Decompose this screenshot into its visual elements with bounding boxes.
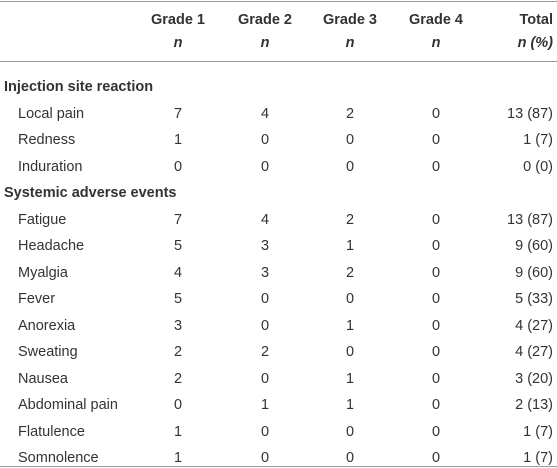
row-label: Abdominal pain	[18, 397, 118, 413]
cell: 0	[345, 132, 355, 148]
cell: 0	[345, 450, 355, 466]
row-label: Induration	[18, 158, 83, 175]
cell: 0	[345, 423, 355, 440]
cell: 0	[431, 344, 441, 360]
cell: 0	[345, 344, 355, 360]
column-title: Grade 2	[238, 12, 292, 28]
row-label: Headache	[18, 238, 85, 254]
section-title: Injection site reaction	[4, 79, 154, 95]
cell: 5	[173, 238, 183, 254]
bottom-rule	[0, 466, 557, 467]
row-label: Myalgia	[18, 264, 68, 281]
cell: 13 (87)	[507, 211, 553, 228]
cell: 4	[173, 264, 183, 281]
cell: 1	[345, 397, 355, 413]
cell: 2	[345, 105, 355, 122]
column-title: Grade 1	[151, 12, 205, 28]
cell: 0	[260, 423, 270, 440]
cell: 5 (33)	[515, 291, 553, 307]
cell: 0	[345, 158, 355, 175]
column-subtitle: n (%)	[517, 35, 553, 51]
cell: 2	[345, 211, 355, 228]
cell: 1 (7)	[523, 423, 553, 440]
row-label: Local pain	[18, 105, 85, 122]
cell: 1	[345, 317, 355, 334]
cell: 13 (87)	[507, 105, 553, 122]
cell: 3	[260, 238, 270, 254]
cell: 7	[173, 105, 183, 122]
cell: 2	[173, 370, 183, 387]
cell: 9 (60)	[515, 238, 553, 254]
top-rule	[0, 1, 557, 2]
cell: 0	[260, 317, 270, 334]
cell: 1	[173, 450, 183, 466]
cell: 7	[173, 211, 183, 228]
cell: 0 (0)	[523, 158, 553, 175]
cell: 1 (7)	[523, 450, 553, 466]
column-subtitle: n	[173, 35, 183, 51]
cell: 0	[260, 450, 270, 466]
header-rule	[0, 61, 557, 62]
cell: 4 (27)	[515, 344, 553, 360]
cell: 1 (7)	[523, 132, 553, 148]
row-label: Fatigue	[18, 211, 67, 228]
cell: 0	[345, 291, 355, 307]
cell: 0	[431, 211, 441, 228]
cell: 3	[173, 317, 183, 334]
column-subtitle: n	[431, 35, 441, 51]
cell: 9 (60)	[515, 264, 553, 281]
cell: 2	[260, 344, 270, 360]
cell: 0	[431, 264, 441, 281]
cell: 0	[431, 158, 441, 175]
section-title: Systemic adverse events	[4, 185, 177, 201]
cell: 0	[431, 105, 441, 122]
cell: 1	[173, 132, 183, 148]
cell: 5	[173, 291, 183, 307]
cell: 4	[260, 105, 270, 122]
row-label: Redness	[18, 132, 76, 148]
cell: 1	[260, 397, 270, 413]
row-label: Anorexia	[18, 317, 76, 334]
cell: 0	[431, 238, 441, 254]
cell: 0	[431, 132, 441, 148]
cell: 1	[345, 370, 355, 387]
cell: 1	[345, 238, 355, 254]
cell: 0	[431, 423, 441, 440]
row-label: Sweating	[18, 344, 78, 360]
cell: 3	[260, 264, 270, 281]
row-label: Nausea	[18, 370, 68, 387]
cell: 0	[173, 158, 183, 175]
cell: 0	[260, 158, 270, 175]
column-title: Grade 3	[323, 12, 377, 28]
row-label: Flatulence	[18, 423, 85, 440]
cell: 0	[173, 397, 183, 413]
cell: 2	[345, 264, 355, 281]
cell: 4 (27)	[515, 317, 553, 334]
column-subtitle: n	[260, 35, 270, 51]
column-subtitle: n	[345, 35, 355, 51]
cell: 0	[260, 370, 270, 387]
column-title: Total	[519, 12, 553, 28]
column-title: Grade 4	[409, 12, 463, 28]
cell: 2	[173, 344, 183, 360]
cell: 4	[260, 211, 270, 228]
cell: 2 (13)	[515, 397, 553, 413]
cell: 3 (20)	[515, 370, 553, 387]
row-label: Fever	[18, 291, 56, 307]
row-label: Somnolence	[18, 450, 99, 466]
cell: 1	[173, 423, 183, 440]
cell: 0	[431, 291, 441, 307]
cell: 0	[431, 317, 441, 334]
cell: 0	[431, 450, 441, 466]
cell: 0	[431, 397, 441, 413]
cell: 0	[431, 370, 441, 387]
cell: 0	[260, 132, 270, 148]
cell: 0	[260, 291, 270, 307]
